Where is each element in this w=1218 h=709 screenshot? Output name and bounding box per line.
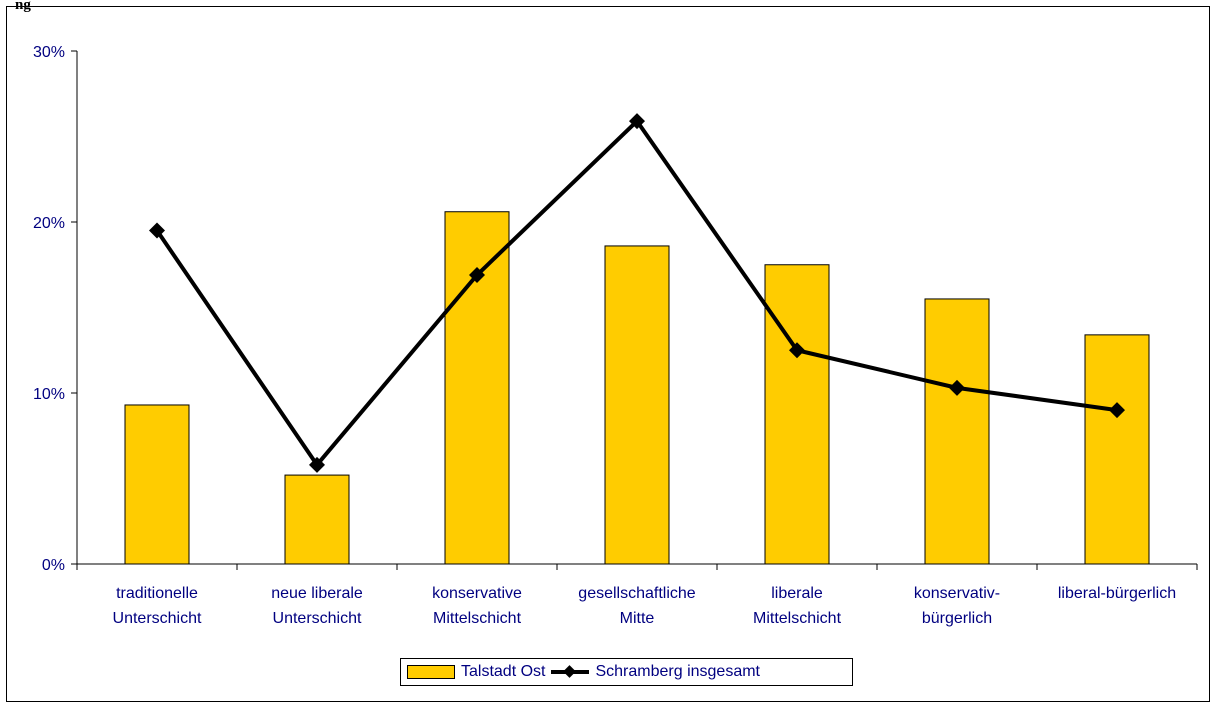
line-marker-point [1109, 402, 1125, 419]
line-marker-point [629, 113, 645, 130]
clipped-title: ng [15, 0, 31, 12]
legend-label-schramberg: Schramberg insgesamt [595, 663, 760, 680]
legend-label-talstadt: Talstadt Ost [461, 663, 546, 680]
x-tick-label: konservative [432, 585, 522, 602]
line-marker-point [149, 222, 165, 239]
bar-talstadt-ost [1084, 334, 1150, 565]
bar-talstadt-ost [124, 404, 190, 565]
x-tick-label: liberale [771, 585, 823, 602]
x-tick-label: traditionelle [116, 585, 198, 602]
x-tick-label: Unterschicht [113, 610, 202, 627]
line-marker-point [469, 267, 485, 284]
x-tick-label: liberal-bürgerlich [1058, 585, 1176, 602]
line-marker-point [789, 342, 805, 359]
y-tick-label: 30% [33, 44, 65, 61]
x-tick-label: konservativ- [914, 585, 1000, 602]
bar-talstadt-ost [924, 298, 990, 565]
line-series [149, 113, 1125, 473]
line-marker-point [949, 379, 965, 396]
chart-legend: Talstadt Ost Schramberg insgesamt [400, 658, 853, 686]
y-tick-label: 0% [42, 557, 65, 574]
x-tick-label: Unterschicht [273, 610, 362, 627]
x-tick-label: Mittelschicht [433, 610, 522, 627]
x-tick-labels: traditionelle Unterschicht neue liberale Un… [113, 585, 1177, 627]
legend-swatch-line [551, 665, 590, 679]
x-tick-label: Mittelschicht [753, 610, 842, 627]
y-tick-label: 20% [33, 215, 65, 232]
y-tick-label: 10% [33, 386, 65, 403]
bar-series [124, 211, 1150, 565]
x-tick-label: neue liberale [271, 585, 363, 602]
bar-talstadt-ost [444, 211, 510, 565]
line-marker-point [309, 456, 325, 473]
bar-talstadt-ost [604, 245, 670, 565]
x-tick-label: bürgerlich [922, 610, 992, 627]
bar-talstadt-ost [284, 474, 350, 565]
bar-talstadt-ost [764, 264, 830, 565]
legend-swatch-bar [407, 665, 455, 679]
x-tick-label: gesellschaftliche [578, 585, 696, 602]
y-tick-labels: 0% 10% 20% 30% [33, 44, 65, 574]
x-tick-label: Mitte [620, 610, 655, 627]
